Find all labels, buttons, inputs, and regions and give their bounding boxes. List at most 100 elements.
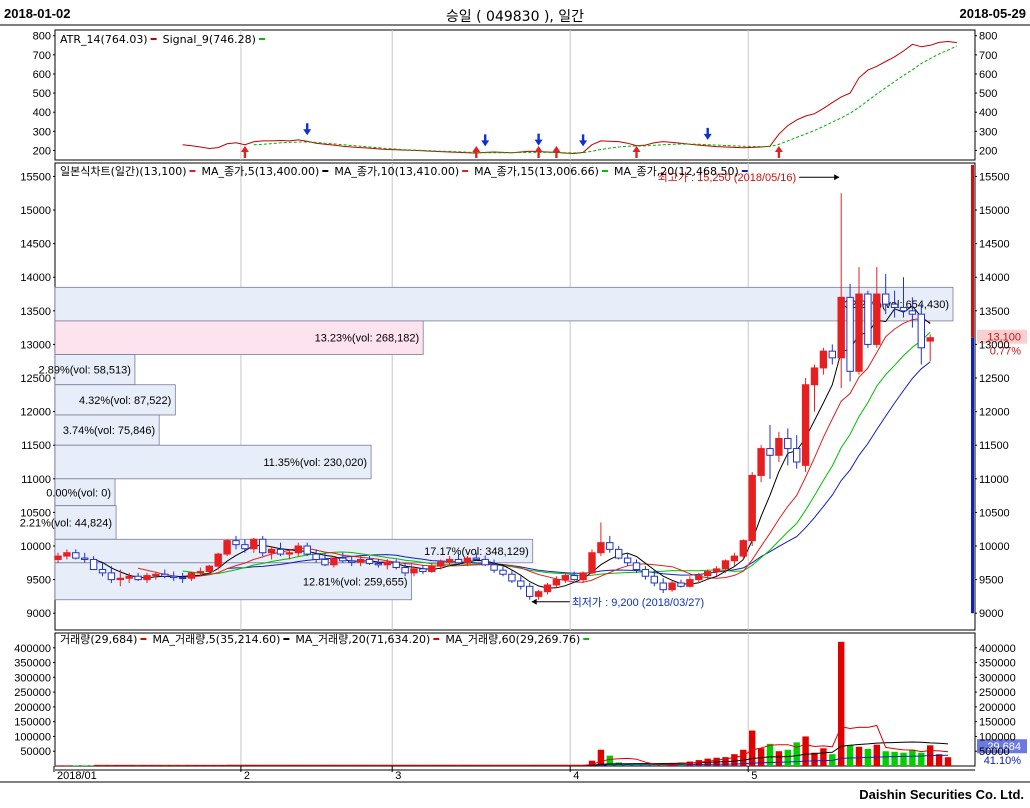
candle-body	[223, 540, 231, 555]
low-price-arrowhead	[531, 598, 537, 605]
volume-bar	[686, 761, 694, 766]
volume-bar	[846, 745, 854, 766]
atr-tick-left: 600	[33, 69, 51, 81]
volume-tick-right: 150000	[979, 717, 1016, 729]
candle-body	[730, 555, 739, 562]
legend-entry: ATR_14(764.03)	[60, 33, 148, 46]
legend-entry: MA_종가,15(13,006.66)	[474, 165, 599, 178]
candle-body	[303, 545, 311, 555]
x-tick-label: 2018/01	[57, 770, 97, 782]
candle-body	[526, 585, 534, 597]
price-tick-left: 9000	[27, 608, 51, 620]
volume-bar	[944, 757, 952, 766]
candle-body	[98, 569, 107, 574]
legend-entry: MA_거래량,60(29,269.76)	[445, 633, 580, 646]
x-tick-label: 5	[751, 770, 757, 782]
volume-profile-label: 2.21%(vol: 44,824)	[20, 517, 112, 529]
volume-bar	[873, 744, 880, 766]
candle-body	[383, 561, 392, 566]
volume-bar	[918, 752, 925, 766]
legends: ATR_14(764.03) Signal_9(746.28) 일본식차트(일간)(…	[60, 33, 748, 646]
legend-entry: 일본식차트(일간)(13,100)	[60, 164, 187, 178]
volume-bar	[63, 765, 71, 767]
candle-body	[686, 579, 694, 587]
candlesticks	[54, 193, 934, 600]
atr-tick-right: 600	[979, 69, 997, 81]
atr-tick-right: 400	[979, 107, 997, 119]
volume-bar	[642, 764, 649, 766]
current-volume-value: 29,684	[987, 741, 1021, 753]
price-tick-left: 14000	[20, 272, 51, 284]
candle-body	[285, 552, 294, 555]
x-tick-label: 2	[244, 770, 250, 782]
signal-line	[253, 45, 958, 154]
candle-body	[855, 293, 863, 372]
candle-body	[428, 565, 436, 573]
candle-body	[321, 558, 329, 566]
candle-body	[766, 448, 774, 456]
candle-body	[205, 565, 214, 573]
volume-tick-right: 350000	[979, 658, 1016, 670]
volume-bar	[891, 751, 898, 766]
volume-profile-label: 0.00%(vol: 0)	[46, 487, 111, 499]
volume-bar	[72, 765, 79, 767]
grid-lines	[240, 30, 749, 766]
price-tick-left: 12000	[20, 407, 51, 419]
price-tick-right: 13000	[979, 339, 1010, 351]
candle-body	[846, 296, 854, 372]
high-price-annotation: 최고가 : 15,250 (2018/05/16)	[658, 171, 797, 184]
candle-body	[757, 448, 765, 476]
candle-body	[828, 350, 836, 359]
volume-tick-left: 350000	[14, 658, 51, 670]
candle-body	[704, 571, 712, 577]
candle-body	[543, 584, 552, 593]
volume-bar	[757, 748, 765, 766]
volume-profile-label: 4.32%(vol: 87,522)	[79, 395, 171, 407]
candle-body	[641, 569, 650, 577]
volume-bar	[81, 765, 88, 767]
candle-body	[606, 542, 614, 550]
candle-body	[107, 572, 116, 581]
candle-body	[819, 350, 828, 369]
candle-body	[917, 313, 925, 349]
volume-profile: 32.28%(vol: 654,430)13.23%(vol: 268,182)…	[20, 286, 954, 601]
candle-body	[89, 558, 98, 571]
legend-entry: MA_거래량,5(35,214.60)	[152, 633, 280, 646]
price-tick-right: 14500	[979, 239, 1010, 251]
candle-body	[72, 552, 80, 559]
sell-arrow-marker	[481, 134, 490, 147]
candle-body	[267, 548, 276, 554]
sell-arrow-marker	[703, 127, 712, 140]
buy-arrow-marker	[240, 146, 249, 158]
volume-tick-left: 300000	[14, 672, 51, 684]
candle-body	[632, 562, 641, 571]
volume-profile-label: 17.17%(vol: 348,129)	[424, 546, 529, 558]
candle-body	[499, 569, 507, 575]
price-tick-left: 13000	[20, 339, 51, 351]
indicator-panel	[182, 40, 958, 158]
candle-body	[873, 293, 881, 345]
candle-body	[890, 303, 899, 308]
price-tick-left: 14500	[20, 239, 51, 251]
ma20-line	[227, 361, 931, 576]
candle-body	[276, 548, 285, 555]
volume-bar	[784, 749, 791, 766]
candle-body	[143, 575, 151, 581]
volume-profile-bar	[54, 286, 954, 322]
atr-tick-left: 800	[33, 31, 51, 43]
volume-tick-right: 100000	[979, 731, 1016, 743]
atr-tick-right: 300	[979, 126, 997, 138]
candle-body	[552, 579, 561, 586]
candle-body	[784, 437, 792, 450]
candle-body	[570, 575, 578, 581]
candle-body	[668, 582, 676, 591]
volume-bar	[820, 748, 827, 766]
candle-body	[908, 310, 917, 315]
vol-ma5-line	[93, 724, 949, 766]
candle-body	[259, 538, 267, 554]
volume-bar	[731, 754, 738, 766]
buy-arrow-marker	[534, 146, 543, 158]
legend-entry: MA_거래량,20(71,634.20)	[295, 633, 430, 646]
volume-profile-bar	[54, 478, 116, 507]
price-tick-right: 13500	[979, 306, 1010, 318]
